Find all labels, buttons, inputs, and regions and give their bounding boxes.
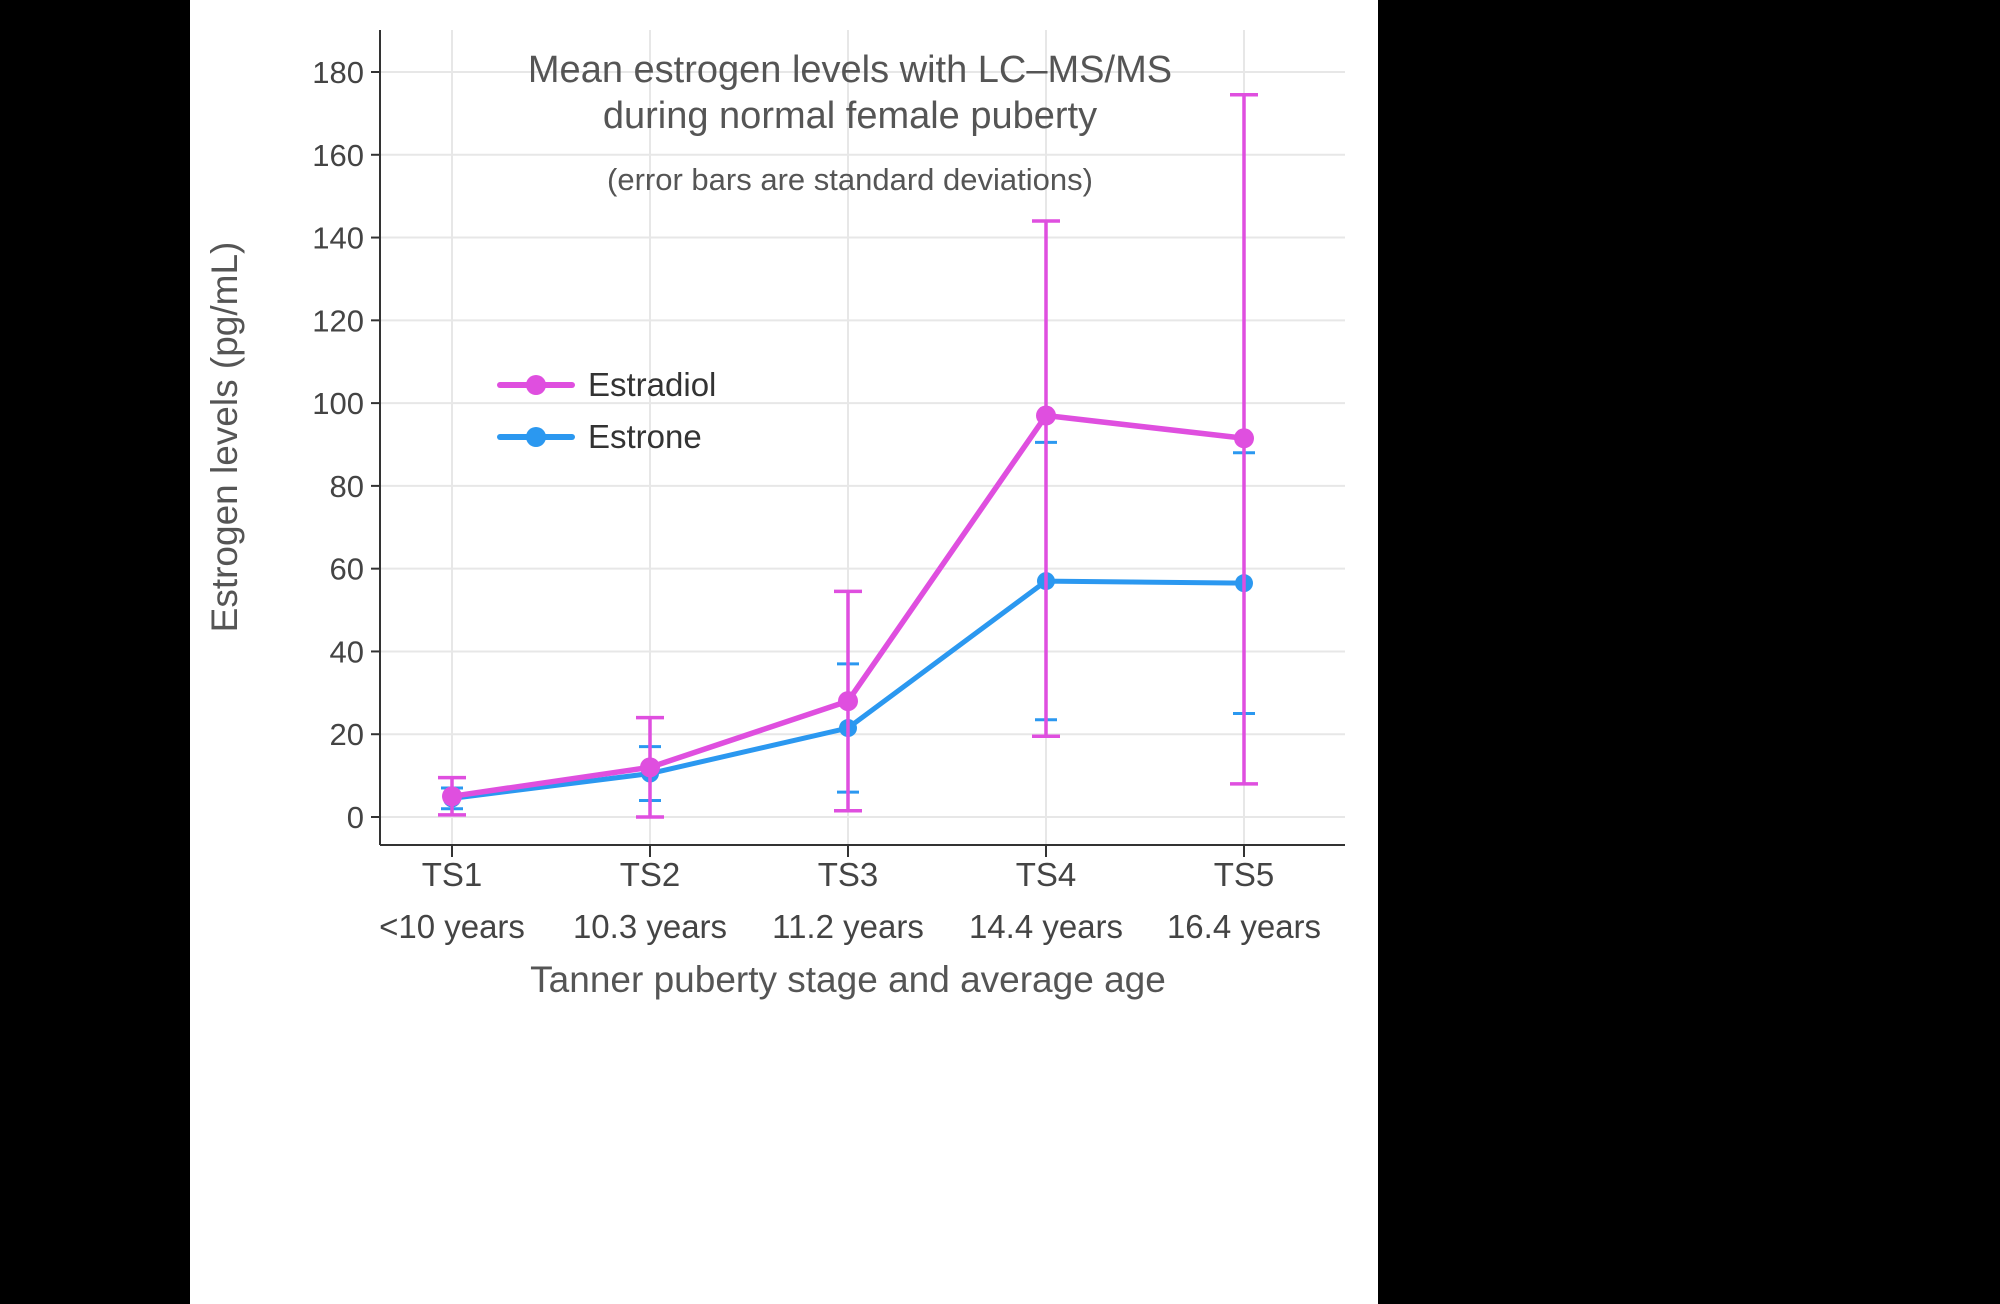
y-tick-label: 0 <box>347 800 364 835</box>
x-category-sublabel: 11.2 years <box>772 908 924 945</box>
x-category-label: TS3 <box>818 856 879 893</box>
legend: Estradiol Estrone <box>497 366 716 455</box>
y-tick-label: 100 <box>312 386 364 421</box>
data-point <box>838 691 858 712</box>
series-estradiol <box>438 93 1258 819</box>
y-tick-label: 60 <box>330 552 364 587</box>
x-axis-title: Tanner puberty stage and average age <box>530 959 1166 1000</box>
y-tick-label: 160 <box>312 138 364 173</box>
chart-title-line1: Mean estrogen levels with LC–MS/MS <box>528 49 1172 91</box>
data-point <box>1036 405 1056 426</box>
axes: 0 20 40 60 80 100 120 140 160 180 <box>312 30 1345 857</box>
legend-label: Estrone <box>588 418 702 455</box>
chart-subtitle: (error bars are standard deviations) <box>607 162 1093 197</box>
y-tick-label: 20 <box>330 717 364 752</box>
data-point <box>640 757 660 778</box>
estrogen-line-chart: 0 20 40 60 80 100 120 140 160 180 TS1 <10 years TS2 1… <box>204 30 1345 1000</box>
y-tick-label: 180 <box>312 55 364 90</box>
legend-item-estradiol: Estradiol <box>497 366 716 403</box>
data-point <box>1234 428 1254 449</box>
chart-panel: 0 20 40 60 80 100 120 140 160 180 TS1 <10 years TS2 1… <box>190 0 1378 1304</box>
y-axis-title: Estrogen levels (pg/mL) <box>204 242 245 633</box>
legend-marker <box>526 375 546 395</box>
y-tick-label: 140 <box>312 221 364 256</box>
y-tick-label: 80 <box>330 469 364 504</box>
y-tick-label: 120 <box>312 303 364 338</box>
x-category-sublabel: <10 years <box>379 908 525 945</box>
x-category-sublabel: 10.3 years <box>573 908 727 945</box>
x-category-label: TS1 <box>422 856 483 893</box>
legend-item-estrone: Estrone <box>497 418 702 455</box>
x-category-label: TS4 <box>1016 856 1077 893</box>
legend-label: Estradiol <box>588 366 716 403</box>
legend-marker <box>526 427 546 447</box>
x-category-sublabel: 14.4 years <box>969 908 1123 945</box>
x-category-label: TS5 <box>1214 856 1275 893</box>
labels: TS1 <10 years TS2 10.3 years TS3 11.2 years TS… <box>204 49 1321 1000</box>
y-tick-label: 40 <box>330 634 364 669</box>
data-point <box>442 786 462 807</box>
chart-title-line2: during normal female puberty <box>603 95 1097 137</box>
x-category-label: TS2 <box>620 856 681 893</box>
x-category-sublabel: 16.4 years <box>1167 908 1321 945</box>
